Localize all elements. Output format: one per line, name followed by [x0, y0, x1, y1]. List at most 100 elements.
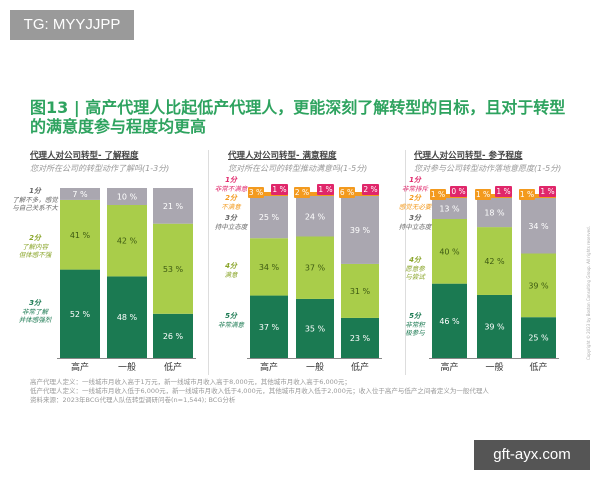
- badge-score1: [495, 186, 512, 197]
- panel-1-subtitle: 您对所在公司的转型动作了解吗(1-3分): [30, 164, 170, 173]
- bar-segment-score4: [341, 263, 379, 318]
- bar-segment-score5: [60, 269, 100, 358]
- badge-score2: [475, 189, 491, 200]
- copyright: Copyright © 2023 by Boston Consulting Gr…: [586, 226, 591, 360]
- legend-score: 4分: [409, 256, 422, 264]
- data-label: 1 %: [318, 185, 332, 194]
- bar-segment-score3: [153, 188, 193, 224]
- bar-segment-score4: [250, 238, 288, 296]
- data-label: 34 %: [259, 263, 280, 272]
- legend-score: 1分: [225, 176, 238, 184]
- legend-desc: 非常满意: [218, 321, 246, 329]
- data-label: 25 %: [528, 334, 549, 343]
- data-label: 39 %: [350, 226, 371, 235]
- bar-segment-score5: [432, 283, 467, 358]
- legend-desc: 满意: [225, 271, 240, 279]
- data-label: 23 %: [350, 334, 371, 343]
- legend-desc: 非常了解: [22, 308, 50, 316]
- category-label: 高产: [260, 361, 278, 373]
- legend-score: 5分: [409, 312, 422, 320]
- data-label: 24 %: [305, 212, 326, 221]
- panel-2-subtitle: 您对所在公司的转型推动满意吗(1-5分): [228, 164, 368, 173]
- data-label: 6 %: [340, 188, 354, 197]
- legend-score: 1分: [409, 176, 422, 184]
- legend-desc: 并体感强烈: [19, 316, 53, 324]
- data-label: 52 %: [70, 310, 91, 319]
- badge-score1: [450, 186, 467, 197]
- bar-segment-score2: [250, 192, 288, 196]
- footnotes: 高产代理人定义：一线城市月收入高于1万元，新一线城市月收入高于8,000元，其他…: [30, 378, 489, 405]
- legend-score: 3分: [225, 214, 238, 222]
- category-label: 一般: [306, 361, 324, 373]
- data-label: 25 %: [259, 213, 280, 222]
- data-label: 2 %: [363, 185, 377, 194]
- bar-segment-score2: [521, 194, 556, 198]
- legend-desc: 愿意参: [405, 265, 426, 273]
- data-label: 37 %: [259, 323, 280, 332]
- badge-score2: [248, 187, 264, 198]
- bar-segment-score4: [153, 223, 193, 314]
- legend-desc: 与自己关系不大: [12, 204, 59, 212]
- panel-3-title: 代理人对公司转型- 参予程度: [414, 151, 523, 161]
- legend-score: 3分: [409, 214, 422, 222]
- category-label: 一般: [118, 361, 136, 373]
- footnote-high: 高产代理人定义：一线城市月收入高于1万元，新一线城市月收入高于8,000元，其他…: [30, 378, 351, 386]
- data-label: 3 %: [249, 188, 263, 197]
- bar-segment-score2: [296, 192, 334, 196]
- data-label: 42 %: [117, 237, 138, 246]
- legend-score: 2分: [225, 194, 238, 202]
- data-label: 1 %: [272, 185, 286, 194]
- bar-segment-score3: [250, 196, 288, 239]
- watermark: gft-ayx.com: [474, 440, 590, 470]
- badge-score2: [339, 187, 355, 198]
- bar-segment-score2: [341, 192, 379, 196]
- bar-segment-score4: [60, 199, 100, 270]
- data-label: 42 %: [484, 257, 505, 266]
- legend-desc: 持中立态度: [215, 223, 249, 231]
- legend-score: 1分: [29, 187, 42, 195]
- bar-segment-score4: [477, 227, 512, 295]
- panel-2-title: 代理人对公司转型- 满意程度: [228, 151, 337, 161]
- bar-segment-score5: [107, 276, 147, 358]
- bar-segment-score4: [296, 236, 334, 299]
- data-label: 2 %: [295, 188, 309, 197]
- panel-divider: [208, 150, 209, 375]
- data-label: 41 %: [70, 231, 91, 240]
- panel-3-subtitle: 您对参与公司转型动作落地意愿度(1-5分): [414, 164, 562, 173]
- badge-score1: [271, 184, 288, 195]
- bar-segment-score5: [296, 298, 334, 358]
- category-label: 高产: [440, 361, 458, 373]
- data-label: 1 %: [520, 190, 534, 199]
- data-label: 26 %: [163, 332, 184, 341]
- data-label: 37 %: [305, 264, 326, 273]
- bar-segment-score5: [521, 317, 556, 358]
- data-label: 34 %: [528, 222, 549, 231]
- bar-segment-score4: [521, 253, 556, 318]
- data-label: 39 %: [484, 322, 505, 331]
- bar-segment-score3: [432, 198, 467, 220]
- legend-desc: 与尝试: [405, 273, 426, 281]
- data-label: 31 %: [350, 287, 371, 296]
- bar-segment-score2: [477, 194, 512, 198]
- data-label: 1 %: [431, 190, 445, 199]
- legend-desc: 非常积: [405, 321, 426, 329]
- bar-segment-score5: [153, 313, 193, 358]
- panel-divider: [405, 150, 406, 375]
- data-label: 46 %: [439, 317, 460, 326]
- footnote-source: 资料来源：2023年BCG代理人队伍转型调研问卷(n=1,544); BCG分析: [30, 396, 236, 404]
- data-label: 40 %: [439, 247, 460, 256]
- legend-score: 2分: [409, 194, 422, 202]
- data-label: 10 %: [117, 193, 138, 202]
- category-label: 低产: [164, 361, 182, 373]
- category-label: 高产: [71, 361, 89, 373]
- legend-desc: 了解内容: [22, 243, 50, 251]
- data-label: 21 %: [163, 202, 184, 211]
- bar-segment-score4: [107, 205, 147, 277]
- legend-score: 3分: [29, 299, 42, 307]
- legend-desc: 非常不满意: [215, 185, 249, 193]
- bar-segment-score2: [432, 194, 467, 198]
- legend-desc: 持中立态度: [399, 223, 433, 231]
- bar-segment-score5: [250, 295, 288, 358]
- legend-desc: 感觉无必要: [399, 203, 433, 211]
